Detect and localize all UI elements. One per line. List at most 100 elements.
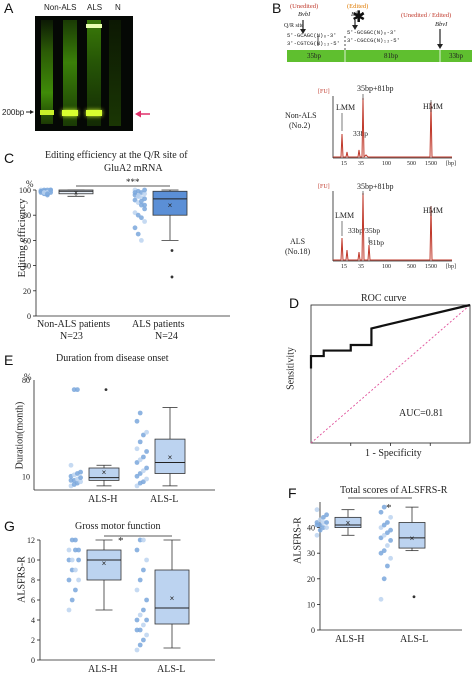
mean-marker: × <box>74 189 79 198</box>
trace1-sample-id: (No.2) <box>289 121 311 130</box>
panel-e-group-1: ALS-H <box>88 494 118 505</box>
data-point <box>66 547 72 553</box>
data-point <box>381 504 387 510</box>
y-tick-label: 20 <box>23 287 31 296</box>
panel-c-label: C <box>4 150 15 166</box>
box <box>398 522 426 549</box>
qr-site-label: Q/R site <box>284 23 304 29</box>
data-point <box>134 418 140 424</box>
data-point <box>48 187 53 193</box>
box <box>152 190 188 216</box>
data-point <box>378 550 384 556</box>
data-point <box>144 476 150 482</box>
trace2-tick-500: 500 <box>407 264 416 270</box>
trace2-peak-hmm: HMM <box>423 206 444 215</box>
panel-d-xlabel: 1 - Specificity <box>365 448 422 459</box>
y-tick-label: 0 <box>31 656 35 665</box>
data-point <box>134 647 140 653</box>
edit-star-icon: ✱ <box>352 7 365 26</box>
mean-marker: × <box>410 534 415 543</box>
data-point <box>324 525 329 530</box>
data-point <box>73 567 78 573</box>
data-point <box>69 597 75 603</box>
panel-f-label: F <box>288 485 297 501</box>
outlier-point <box>170 275 174 279</box>
panel-g-title: Gross motor function <box>75 521 161 532</box>
data-point <box>135 231 141 237</box>
mean-marker: × <box>170 594 175 603</box>
y-tick-label: 40 <box>307 524 315 533</box>
data-point <box>317 527 323 533</box>
data-point <box>385 520 390 525</box>
data-point <box>141 468 146 474</box>
data-point <box>314 520 320 525</box>
y-tick-label: 8 <box>31 576 35 585</box>
panel-c-significance: *** <box>126 177 140 187</box>
segment-81bp: 81bp <box>384 52 398 60</box>
trace1-tick-1500: 1500 <box>425 161 437 167</box>
trace1-peak-main: 35bp+81bp <box>357 84 394 93</box>
trace2-tick-35: 35 <box>358 264 364 270</box>
y-tick-label: 100 <box>19 186 31 195</box>
enzyme-mid: BbvI <box>351 11 364 18</box>
data-point <box>378 535 384 541</box>
lane-label-als: ALS <box>87 3 103 12</box>
trace1-peak-hmm: HMM <box>423 102 444 111</box>
panel-a-label: A <box>4 0 14 16</box>
data-point <box>144 429 150 435</box>
data-point <box>378 525 384 530</box>
segment-35bp: 35bp <box>307 52 321 60</box>
trace1-unit: [FU] <box>318 89 330 95</box>
data-point <box>324 520 329 525</box>
trace1-xunit: [bp] <box>446 161 456 167</box>
y-tick-label: 6 <box>31 596 35 605</box>
unedited-right: (Unedited / Edited) <box>401 12 452 19</box>
data-point <box>388 555 393 561</box>
data-point <box>141 537 146 543</box>
data-point <box>134 617 140 623</box>
data-point <box>317 522 323 528</box>
data-point <box>388 538 393 543</box>
diagonal-reference <box>310 304 471 444</box>
data-point <box>141 567 146 573</box>
data-point <box>66 607 72 613</box>
trace1-tick-500: 500 <box>407 161 416 167</box>
panel-c-group-1: Non-ALS patients <box>37 319 111 330</box>
panel-f-group-2: ALS-L <box>400 634 429 645</box>
data-point <box>134 547 140 553</box>
panel-g-significance: * <box>118 535 124 547</box>
data-point <box>378 509 384 515</box>
y-tick-label: 20 <box>307 575 315 584</box>
y-tick-label: 10 <box>307 600 315 609</box>
data-point <box>141 607 146 613</box>
y-tick-label: 10 <box>22 472 30 481</box>
data-point <box>73 537 78 543</box>
y-tick-label: 2 <box>31 636 35 645</box>
trace2-unit: [FU] <box>318 184 330 190</box>
data-point <box>314 507 320 513</box>
panel-c-title-1: Editing efficiency at the Q/R site of <box>45 150 188 161</box>
trace2-peak-lmm: LMM <box>335 211 355 220</box>
panel-d-label: D <box>289 295 300 311</box>
y-tick-label: 40 <box>23 262 31 271</box>
data-point <box>134 446 140 452</box>
data-point <box>385 543 390 548</box>
panel-e-group-2: ALS-L <box>150 494 179 505</box>
y-tick-label: 0 <box>27 312 31 321</box>
enzyme-left: BvbI <box>298 11 311 18</box>
outlier-point <box>170 249 174 252</box>
data-point <box>75 387 80 393</box>
data-point <box>144 449 150 454</box>
y-tick-label: 4 <box>31 616 35 625</box>
panel-c-count-1: N=23 <box>60 331 83 342</box>
outlier-point <box>104 388 108 392</box>
data-point <box>132 190 138 195</box>
trace1-tick-15: 15 <box>341 161 347 167</box>
y-tick-label: 80 <box>22 376 30 385</box>
data-point <box>388 527 393 533</box>
mean-marker: × <box>168 201 173 210</box>
data-point <box>137 471 143 476</box>
